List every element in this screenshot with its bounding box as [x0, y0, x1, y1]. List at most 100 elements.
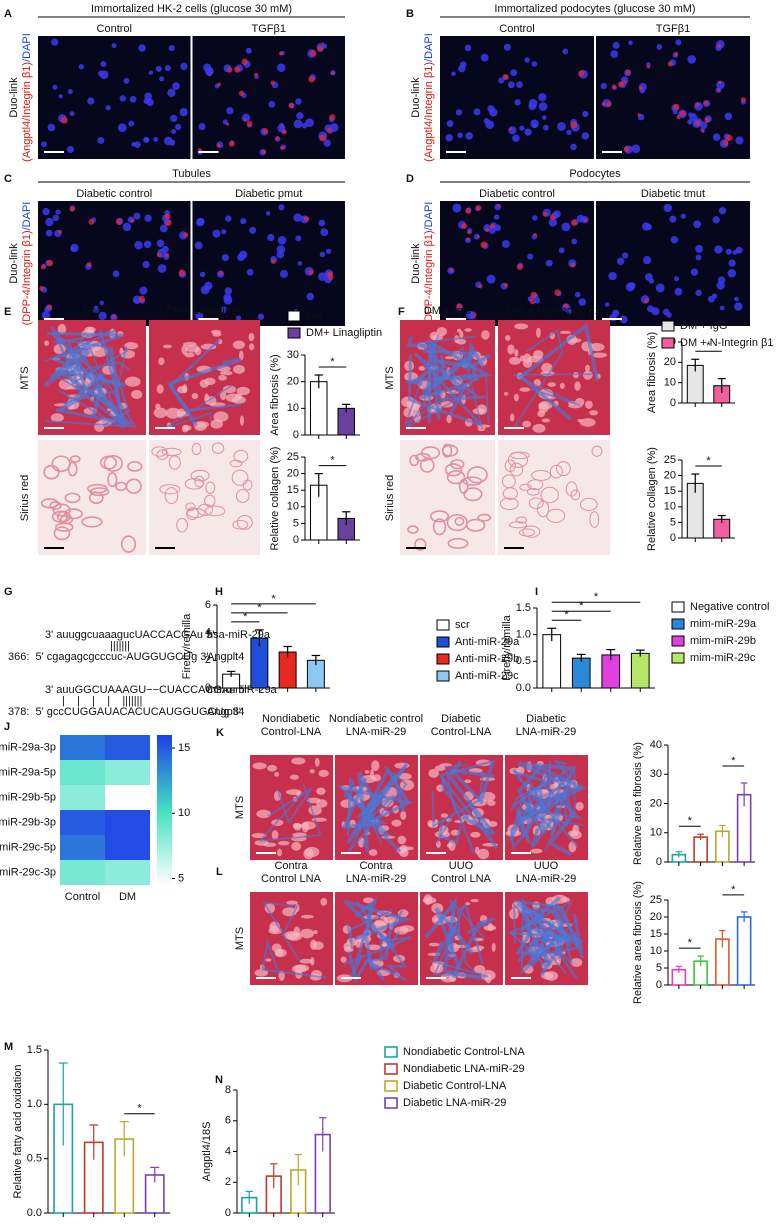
y-tick-label: 0.5 — [27, 1153, 42, 1165]
y-tick-label: 20 — [664, 356, 676, 368]
tubule — [81, 516, 103, 528]
panel-label: M — [4, 1041, 13, 1053]
panel-label: K — [216, 727, 224, 739]
column-label-line: UUO — [534, 860, 559, 872]
nucleus — [45, 217, 54, 227]
row-label: mmu-miR-29a-3p — [0, 741, 56, 753]
y-tick-label: 25 — [650, 894, 662, 906]
tubule — [185, 502, 196, 512]
fibrosis — [466, 340, 491, 373]
micrograph — [335, 892, 418, 985]
column-label-line: LNA-miR-29 — [346, 726, 407, 738]
lumen — [236, 386, 251, 396]
fibrosis — [343, 899, 412, 950]
nucleus — [249, 226, 257, 234]
panel-label: J — [4, 721, 10, 733]
fibrosis — [441, 776, 476, 855]
panel-label: I — [535, 586, 538, 598]
fibrosis — [57, 372, 106, 417]
panel-header: Immortalized podocytes (glucose 30 mM) — [494, 3, 695, 15]
nucleus — [105, 105, 111, 111]
lumen — [183, 341, 197, 347]
tubule — [430, 510, 450, 523]
signal — [327, 271, 333, 278]
nucleus — [172, 82, 180, 90]
micrograph — [596, 201, 750, 326]
nucleus — [616, 257, 625, 265]
tubule — [184, 478, 204, 490]
signal — [465, 207, 472, 214]
signal — [611, 84, 617, 90]
signal — [319, 134, 327, 142]
y-axis-label: Relative area fibrosis (%) — [632, 881, 644, 1004]
signal — [570, 262, 576, 268]
nucleus — [558, 247, 565, 254]
lumen — [575, 801, 584, 811]
lumen — [544, 971, 559, 981]
lumen — [314, 757, 320, 767]
lumen — [210, 419, 223, 429]
nucleus — [221, 254, 229, 262]
fibrosis — [421, 349, 477, 393]
micrograph — [440, 36, 594, 159]
error-bar — [697, 833, 704, 841]
nucleus — [301, 122, 308, 129]
signal — [570, 121, 578, 129]
nucleus — [527, 253, 534, 260]
lumen — [547, 382, 556, 387]
nucleus — [97, 136, 105, 144]
lumen — [199, 379, 210, 388]
significance-label: * — [688, 937, 693, 949]
legend-swatch — [436, 619, 450, 631]
panel-label: E — [4, 306, 11, 318]
nucleus — [297, 261, 303, 266]
error-bar — [226, 670, 236, 677]
row-label: Sirius red — [19, 475, 31, 521]
lumen — [300, 914, 314, 919]
nucleus — [318, 219, 326, 227]
column-label: Diabetic control — [76, 188, 152, 200]
error-bar — [697, 955, 704, 967]
signal — [695, 120, 701, 126]
lumen — [514, 349, 519, 357]
column-label: DM + IgG — [424, 305, 471, 317]
fibrosis — [346, 777, 383, 844]
lumen — [399, 925, 415, 933]
legend-swatch — [671, 601, 685, 613]
signal — [303, 216, 310, 222]
nucleus — [503, 43, 511, 51]
colorbar-tick-label: 15 — [178, 742, 190, 754]
nucleus — [707, 295, 715, 303]
tubule — [454, 516, 465, 526]
nucleus — [695, 254, 702, 261]
y-tick-label: 10 — [664, 501, 676, 513]
lumen — [124, 376, 141, 387]
y-axis-label: Firefly/remilla — [181, 613, 193, 679]
lumen — [570, 957, 583, 967]
lumen — [470, 898, 479, 903]
row-label: Sirius red — [384, 475, 396, 521]
lumen — [162, 344, 172, 349]
heatmap-cell — [105, 835, 150, 860]
nucleus — [670, 236, 679, 244]
error-bar — [89, 1124, 99, 1160]
nucleus — [174, 123, 182, 131]
nucleus — [735, 246, 743, 254]
signal — [646, 64, 651, 69]
tubule — [190, 469, 210, 482]
nucleus — [179, 107, 188, 117]
lumen — [477, 848, 490, 860]
lumen — [300, 928, 315, 939]
nucleus — [538, 93, 547, 102]
fibrosis — [44, 329, 117, 363]
fibrosis — [447, 760, 496, 836]
nucleus — [67, 88, 73, 95]
signal — [542, 211, 548, 217]
nucleus — [45, 229, 53, 237]
lumen — [559, 330, 572, 334]
column-label-line: Diabetic — [441, 713, 481, 725]
signal — [623, 146, 630, 153]
fibrosis — [430, 904, 489, 978]
nucleus — [153, 136, 159, 142]
tubule — [40, 498, 59, 509]
